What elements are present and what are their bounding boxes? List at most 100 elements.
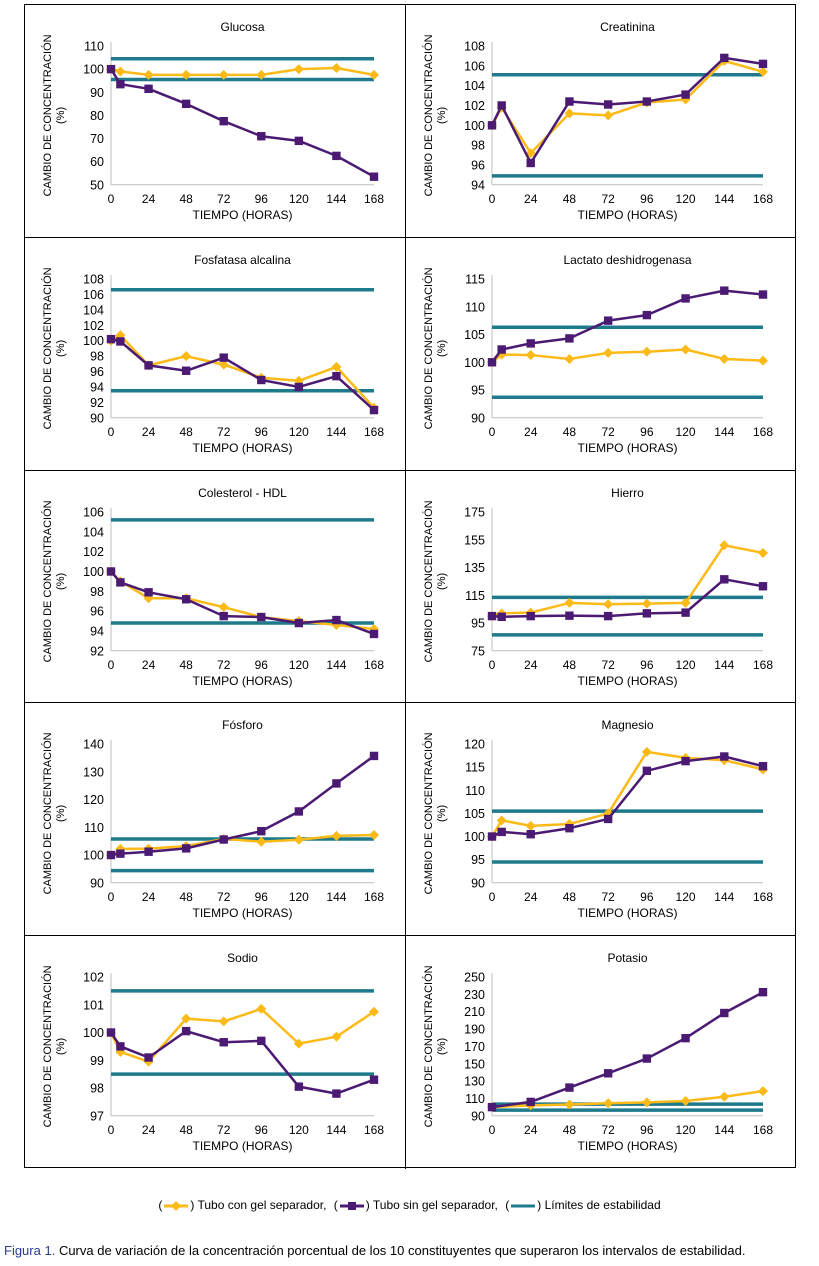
y-tick-label: 60 xyxy=(90,155,104,169)
y-tick-label: 90 xyxy=(471,1109,485,1123)
nogel-point xyxy=(603,815,613,824)
gel-point xyxy=(369,1006,379,1017)
nogel-point xyxy=(681,294,690,303)
gel-point xyxy=(641,1097,652,1108)
nogel-point xyxy=(758,290,768,299)
y-axis-label-unit: (%) xyxy=(55,1038,67,1055)
nogel-point xyxy=(219,835,228,845)
x-tick-label: 48 xyxy=(563,425,577,439)
gel-point xyxy=(256,837,267,848)
x-tick-label: 72 xyxy=(601,1123,615,1137)
nogel-point xyxy=(487,357,497,367)
x-tick-label: 0 xyxy=(489,1123,496,1137)
x-tick-label: 48 xyxy=(563,1123,577,1137)
y-tick-label: 115 xyxy=(465,272,485,286)
legend-gel-icon xyxy=(164,1200,189,1211)
y-tick-label: 210 xyxy=(464,1005,485,1019)
x-tick-label: 144 xyxy=(326,192,346,206)
nogel-point xyxy=(681,1034,690,1043)
legend: () Tubo con gel separador, () Tubo sin g… xyxy=(0,1198,819,1212)
x-tick-label: 144 xyxy=(326,1123,346,1137)
legend-close-paren: ) xyxy=(365,1198,370,1212)
y-tick-label: 100 xyxy=(83,63,104,77)
y-tick-label: 98 xyxy=(90,584,104,598)
x-tick-label: 48 xyxy=(179,657,193,671)
gel-point xyxy=(256,69,267,80)
y-tick-label: 90 xyxy=(90,86,104,100)
x-tick-label: 0 xyxy=(489,192,496,206)
gel-point xyxy=(564,1099,575,1110)
legend-open-paren: ( xyxy=(505,1198,510,1212)
y-tick-label: 104 xyxy=(83,303,104,317)
y-axis-label-unit: (%) xyxy=(55,805,67,822)
chart-svg: Fósforo 90 100 110 120 130 140 0 24 48 72 96 120 144 1… xyxy=(41,718,384,920)
nogel-point xyxy=(758,581,768,591)
y-tick-label: 92 xyxy=(90,396,104,410)
y-axis-label: CAMBIO DE CONCENTRACIÓN xyxy=(422,34,435,196)
nogel-series-line xyxy=(491,991,764,1109)
x-tick-label: 168 xyxy=(753,890,773,904)
y-tick-label: 106 xyxy=(83,505,104,519)
y-tick-label: 102 xyxy=(83,319,104,333)
legend-item-gel: () Tubo con gel separador, xyxy=(158,1198,326,1212)
legend-limits-icon xyxy=(511,1204,536,1208)
y-tick-label: 230 xyxy=(464,988,485,1002)
nogel-point xyxy=(720,286,729,295)
y-axis-label: CAMBIO DE CONCENTRACIÓN xyxy=(422,966,435,1128)
y-tick-label: 100 xyxy=(83,565,104,579)
nogel-point xyxy=(758,988,768,997)
nogel-point xyxy=(219,1038,228,1047)
nogel-point xyxy=(720,1008,729,1018)
y-tick-label: 150 xyxy=(464,1057,485,1071)
nogel-point xyxy=(487,832,497,842)
x-tick-label: 96 xyxy=(640,657,654,671)
gel-point xyxy=(331,619,342,630)
y-tick-label: 102 xyxy=(83,545,104,559)
x-tick-label: 48 xyxy=(563,192,577,206)
x-tick-label: 168 xyxy=(753,657,773,671)
nogel-point xyxy=(144,84,153,93)
y-tick-label: 108 xyxy=(83,272,104,286)
y-axis-label-unit: (%) xyxy=(436,107,448,124)
x-tick-label: 48 xyxy=(179,192,193,206)
chart-title: Sodio xyxy=(227,951,258,965)
nogel-point xyxy=(565,334,574,343)
nogel-point xyxy=(219,611,228,620)
nogel-point xyxy=(526,830,535,839)
x-tick-label: 0 xyxy=(108,890,115,904)
gel-point xyxy=(496,815,507,826)
x-axis-label: TIEMPO (HORAS) xyxy=(192,208,292,222)
x-axis-label: TIEMPO (HORAS) xyxy=(577,906,677,920)
y-tick-label: 92 xyxy=(90,644,104,658)
x-tick-label: 72 xyxy=(601,425,615,439)
x-tick-label: 48 xyxy=(563,890,577,904)
y-axis-label: CAMBIO DE CONCENTRACIÓN xyxy=(41,267,54,429)
gel-point xyxy=(115,66,126,77)
nogel-point xyxy=(642,767,652,776)
nogel-point xyxy=(603,316,613,325)
y-tick-label: 130 xyxy=(464,1075,485,1089)
y-tick-label: 96 xyxy=(90,365,104,379)
nogel-point xyxy=(332,371,341,381)
gel-point xyxy=(680,597,691,608)
x-axis-label: TIEMPO (HORAS) xyxy=(577,1139,677,1153)
x-tick-label: 168 xyxy=(364,657,384,671)
nogel-point xyxy=(681,90,690,99)
nogel-point xyxy=(294,618,304,627)
y-tick-label: 175 xyxy=(464,505,485,519)
y-tick-label: 100 xyxy=(464,119,485,133)
legend-close-paren: ) xyxy=(190,1198,195,1212)
gel-point xyxy=(293,835,304,846)
y-axis-label: CAMBIO DE CONCENTRACIÓN xyxy=(41,500,54,662)
chart-svg: Lactato deshidrogenasa 90 95 100 105 110 115 0 2… xyxy=(422,253,773,455)
y-tick-label: 105 xyxy=(464,328,485,342)
nogel-point xyxy=(603,100,613,109)
legend-item-limits: () Límites de estabilidad xyxy=(505,1198,660,1212)
x-tick-label: 24 xyxy=(524,425,538,439)
x-tick-label: 24 xyxy=(142,192,156,206)
x-tick-label: 0 xyxy=(108,192,115,206)
nogel-point xyxy=(332,779,341,789)
y-tick-label: 108 xyxy=(464,40,485,54)
x-tick-label: 120 xyxy=(676,1123,696,1137)
x-tick-label: 48 xyxy=(179,425,193,439)
